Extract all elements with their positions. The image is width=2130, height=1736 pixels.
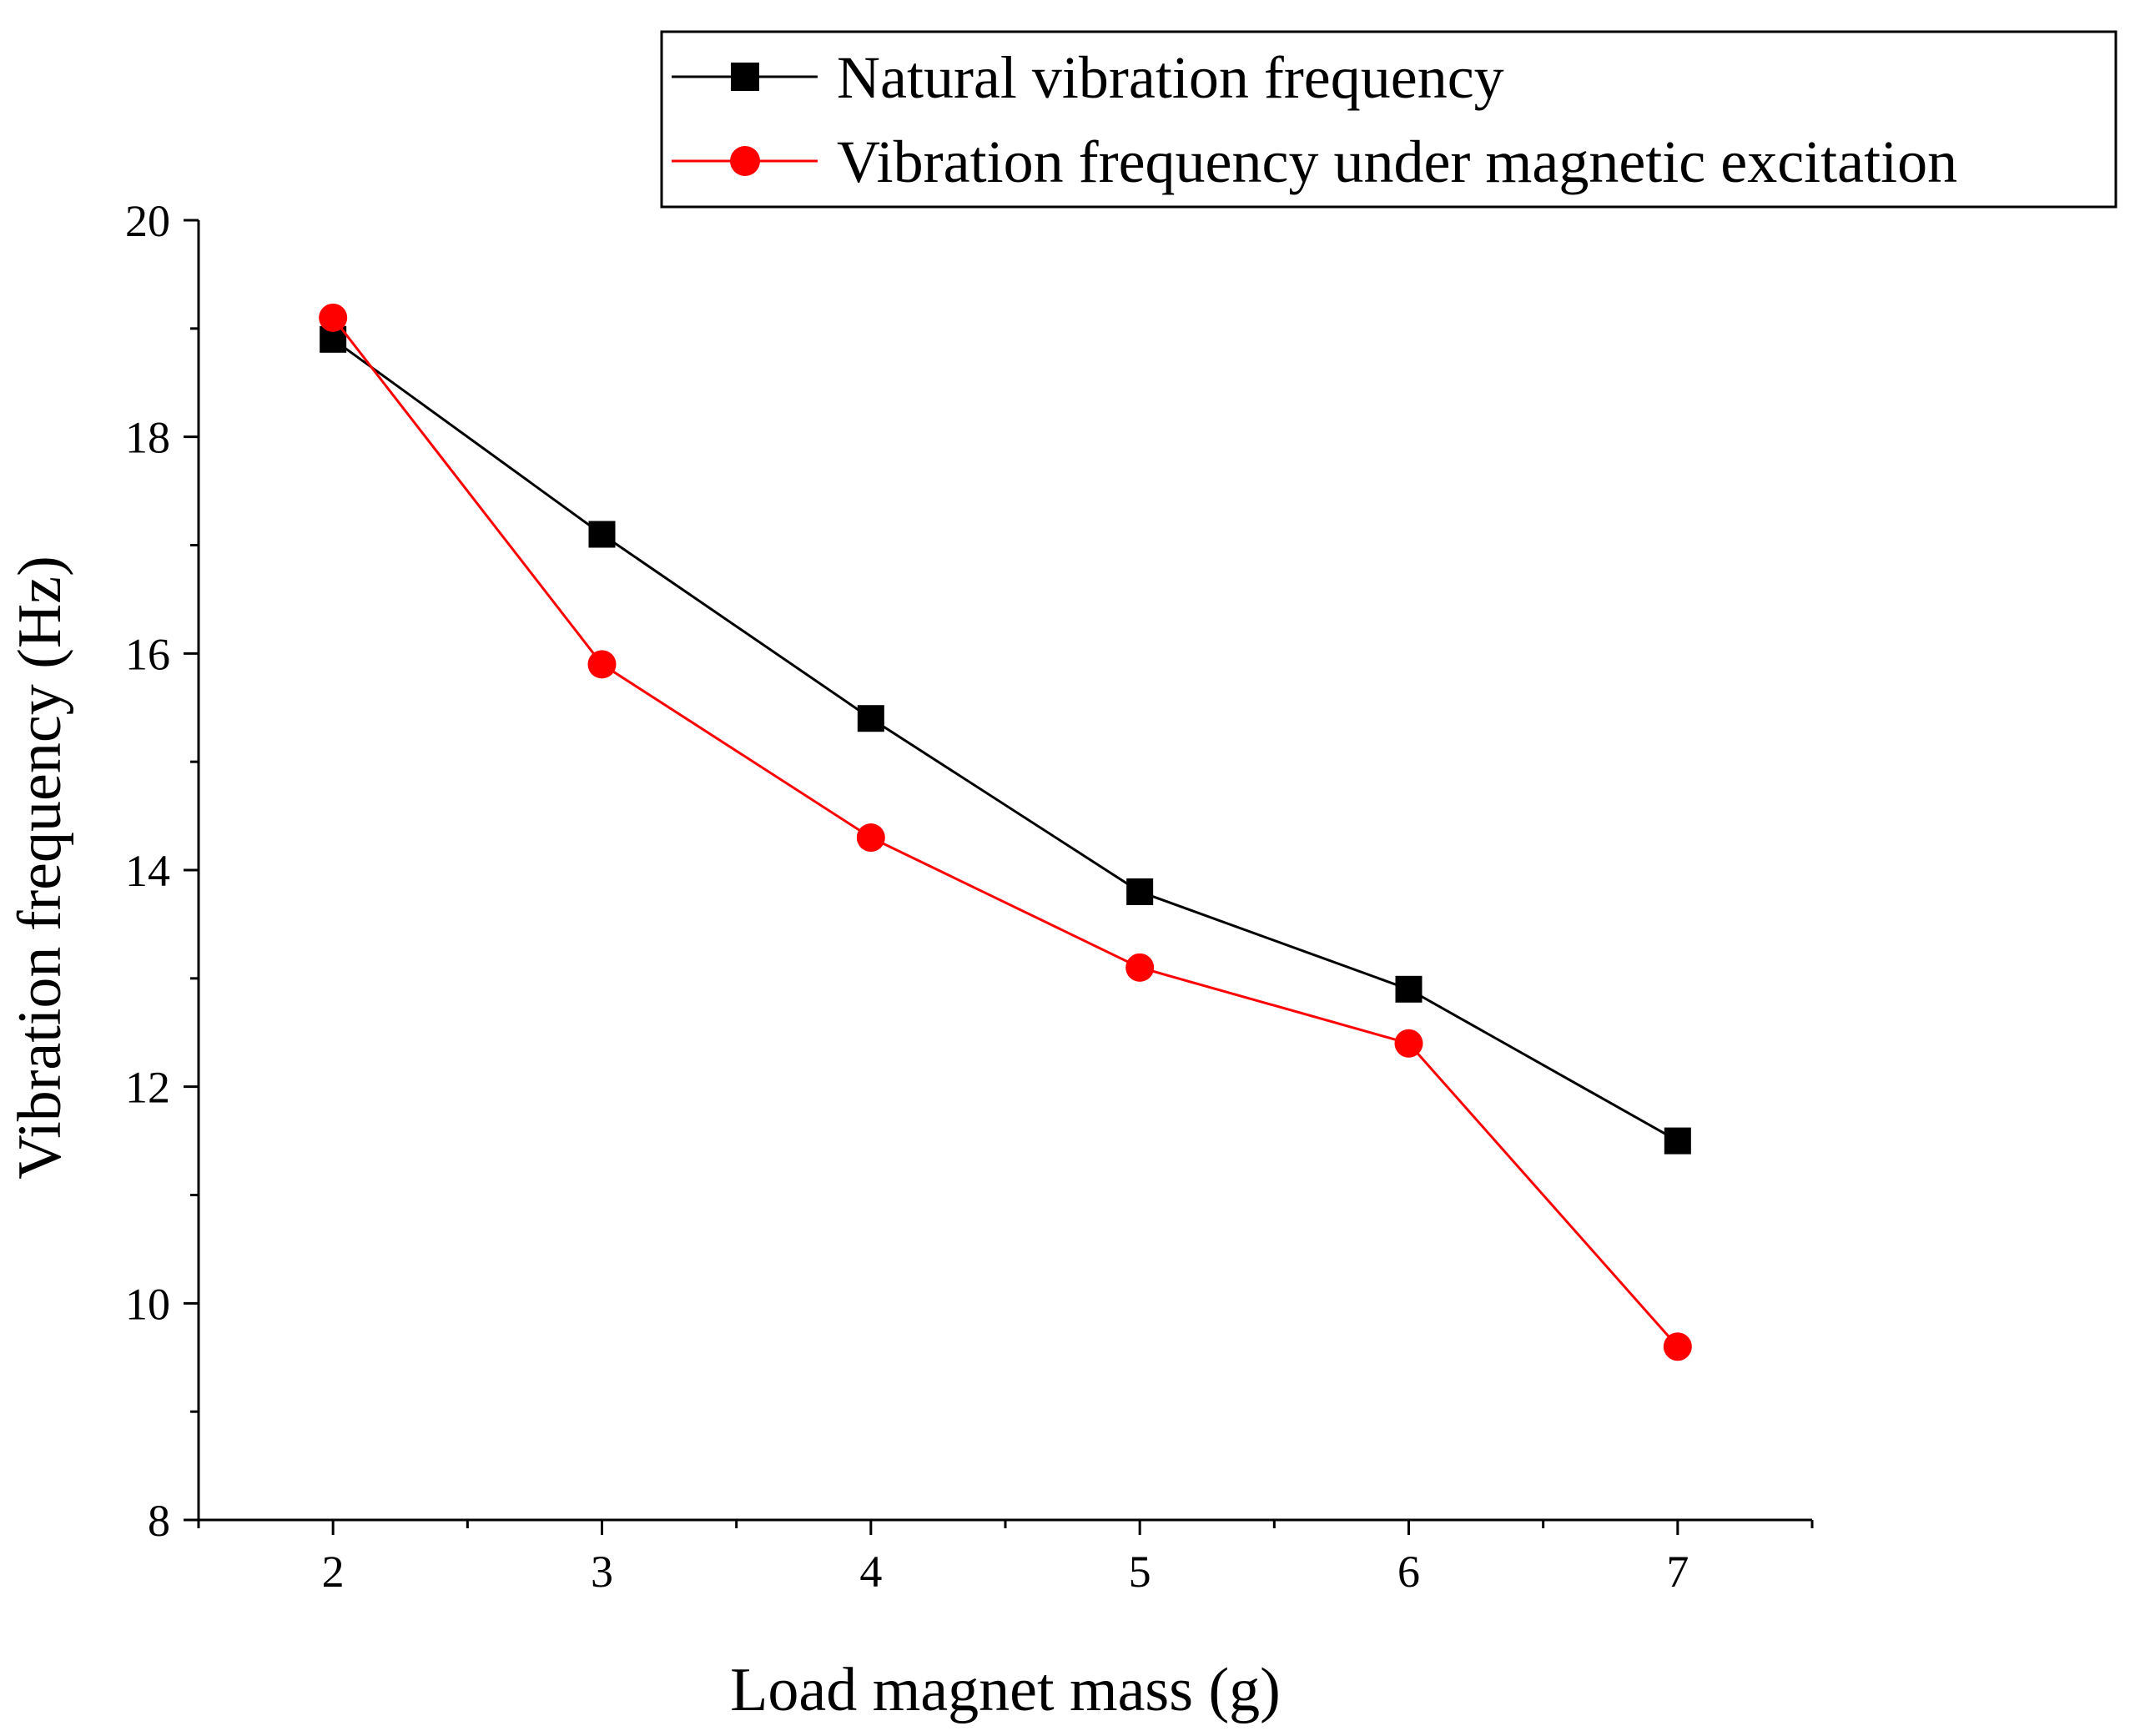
y-tick-label: 16 <box>125 629 170 679</box>
series-line-0 <box>332 338 1679 1142</box>
data-point-circle <box>856 823 885 853</box>
x-axis-title: Load magnet mass (g) <box>730 1656 1281 1724</box>
y-tick-label: 14 <box>125 846 170 896</box>
legend-box <box>660 30 2117 209</box>
data-point-square <box>1395 975 1423 1003</box>
legend-label-magnetic: Vibration frequency under magnetic excit… <box>837 128 1957 195</box>
data-point-square <box>1664 1127 1691 1155</box>
x-tick-label: 3 <box>591 1547 613 1597</box>
x-tick-label: 7 <box>1666 1547 1689 1597</box>
data-point-square <box>857 705 884 732</box>
y-tick-label: 12 <box>125 1063 170 1113</box>
y-axis-title: Vibration frequency (Hz) <box>6 556 74 1180</box>
data-point-circle <box>1663 1332 1692 1361</box>
ticks: 8 10 12 14 16 18 20 2 3 4 5 6 7 <box>125 196 1814 1597</box>
data-point-circle <box>1125 953 1155 982</box>
legend-marker-natural <box>731 63 759 91</box>
data-point-circle <box>1394 1029 1423 1058</box>
data-point-circle <box>587 650 617 679</box>
series-0 <box>320 325 1691 1155</box>
y-tick-label: 20 <box>125 196 170 246</box>
series <box>319 303 1692 1361</box>
y-tick-label: 18 <box>125 413 170 463</box>
axes <box>197 220 1812 1522</box>
x-tick-label: 2 <box>322 1547 345 1597</box>
legend: Natural vibration frequency Vibration fr… <box>660 30 2117 209</box>
x-tick-label: 5 <box>1129 1547 1151 1597</box>
y-tick-label: 8 <box>148 1496 170 1546</box>
data-point-square <box>1126 878 1154 905</box>
data-point-square <box>588 521 616 548</box>
x-tick-label: 6 <box>1397 1547 1420 1597</box>
data-point-circle <box>319 303 348 332</box>
series-1 <box>319 303 1692 1361</box>
series-line-1 <box>331 316 1679 1348</box>
y-tick-label: 10 <box>125 1279 170 1329</box>
legend-label-natural: Natural vibration frequency <box>837 44 1504 111</box>
legend-marker-magnetic <box>730 146 760 176</box>
x-tick-label: 4 <box>859 1547 882 1597</box>
